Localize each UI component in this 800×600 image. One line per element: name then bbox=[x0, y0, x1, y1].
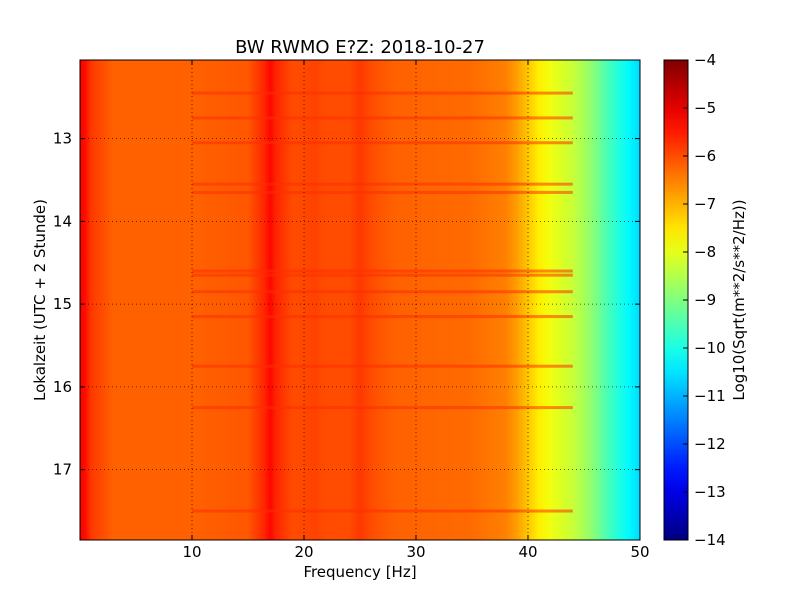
x-tick-label: 20 bbox=[294, 543, 313, 561]
x-tick-label: 40 bbox=[518, 543, 537, 561]
chart-title: BW RWMO E?Z: 2018-10-27 bbox=[235, 37, 485, 58]
horizontal-band bbox=[192, 269, 573, 273]
y-tick-label: 17 bbox=[53, 461, 72, 479]
horizontal-band bbox=[192, 182, 573, 186]
colorbar-tick-label: −13 bbox=[694, 483, 726, 501]
colorbar-tick-label: −14 bbox=[694, 531, 726, 549]
horizontal-band bbox=[192, 364, 573, 368]
horizontal-band bbox=[192, 141, 573, 145]
horizontal-band bbox=[192, 91, 573, 95]
y-axis-label: Lokalzeit (UTC + 2 Stunde) bbox=[31, 199, 49, 401]
horizontal-band bbox=[192, 315, 573, 319]
y-tick-label: 15 bbox=[53, 295, 72, 313]
x-tick-label: 10 bbox=[182, 543, 201, 561]
colorbar-ticks: −4 −5 −6 −7 −8 −9 −10 −11 −12 −13 −14 bbox=[683, 51, 726, 549]
y-tick-label: 14 bbox=[53, 212, 72, 230]
horizontal-band bbox=[192, 116, 573, 120]
y-tick-label: 13 bbox=[53, 130, 72, 148]
x-tick-label: 50 bbox=[630, 543, 649, 561]
colorbar: −4 −5 −6 −7 −8 −9 −10 −11 −12 −13 −14 Log10(Sqrt(m… bbox=[663, 51, 748, 549]
horizontal-band bbox=[192, 273, 573, 277]
colorbar-tick-label: −8 bbox=[694, 243, 716, 261]
horizontal-band bbox=[192, 290, 573, 294]
grid-lines bbox=[80, 60, 640, 540]
plot-frame bbox=[79, 59, 641, 541]
y-tick-label: 16 bbox=[53, 378, 72, 396]
colorbar-tick-label: −10 bbox=[694, 339, 726, 357]
horizontal-band bbox=[192, 509, 573, 513]
x-axis-label: Frequency [Hz] bbox=[303, 563, 416, 581]
horizontal-band bbox=[192, 190, 573, 194]
spectral-bands bbox=[192, 91, 573, 513]
colorbar-label: Log10(Sqrt(m**2/s**2/Hz)) bbox=[730, 199, 748, 400]
x-axis-ticks: 10 20 30 40 50 bbox=[182, 60, 650, 561]
colorbar-tick-label: −5 bbox=[694, 99, 716, 117]
colorbar-tick-label: −7 bbox=[694, 195, 716, 213]
horizontal-band bbox=[192, 406, 573, 410]
colorbar-tick-label: −11 bbox=[694, 387, 726, 405]
y-axis-ticks: 13 14 15 16 17 bbox=[53, 130, 640, 479]
x-tick-label: 30 bbox=[406, 543, 425, 561]
plot-area bbox=[79, 59, 641, 541]
colorbar-tick-label: −4 bbox=[694, 51, 716, 69]
heatmap-image bbox=[80, 60, 640, 540]
colorbar-tick-label: −6 bbox=[694, 147, 716, 165]
colorbar-tick-label: −12 bbox=[694, 435, 726, 453]
colorbar-tick-label: −9 bbox=[694, 291, 716, 309]
